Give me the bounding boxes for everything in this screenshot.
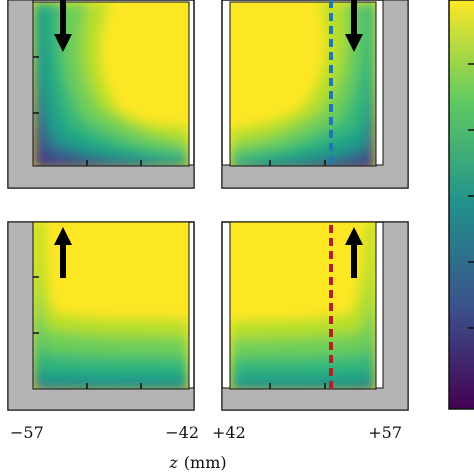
tick-label-plus42: +42 — [212, 423, 246, 442]
flow-arrow-up — [54, 227, 72, 278]
x-axis-variable: z — [168, 453, 178, 472]
x-axis-label: z (mm) — [168, 453, 226, 472]
flow-arrow-up — [345, 227, 363, 278]
panel-top-right — [221, 0, 409, 189]
panel-bottom-left — [7, 221, 195, 411]
wall-shape — [221, 0, 409, 189]
colorbar-gradient — [448, 0, 474, 410]
x-axis-unit: (mm) — [184, 453, 227, 472]
wall-shape — [221, 221, 409, 411]
colorbar-ticks — [468, 63, 474, 329]
ticks — [269, 160, 326, 166]
flow-arrow-down — [54, 0, 72, 52]
tick-label-minus42: −42 — [165, 423, 199, 442]
heatmap-field — [33, 222, 189, 389]
colorbar — [448, 0, 474, 410]
wall-shape — [7, 0, 195, 189]
ticks — [33, 276, 142, 389]
panel-top-left — [7, 0, 195, 189]
heatmap-field — [230, 2, 376, 166]
heatmap-field — [33, 2, 189, 166]
tick-label-minus57: −57 — [10, 423, 44, 442]
panel-bottom-right — [221, 221, 409, 411]
ticks — [269, 383, 326, 389]
flow-arrow-down — [345, 0, 363, 52]
ticks — [33, 56, 142, 166]
tick-label-plus57: +57 — [368, 423, 402, 442]
